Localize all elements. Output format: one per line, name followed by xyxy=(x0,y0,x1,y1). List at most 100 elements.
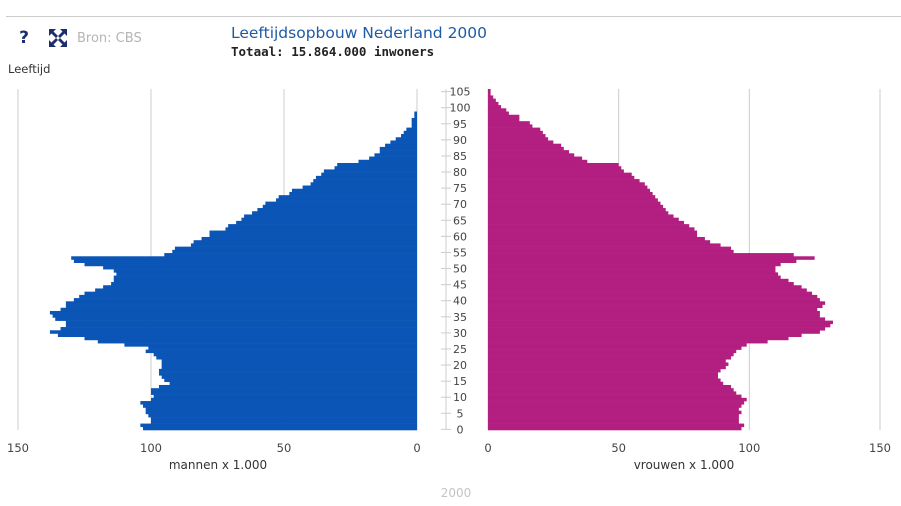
men-bar xyxy=(145,410,417,415)
men-bar xyxy=(140,401,418,405)
women-bar xyxy=(488,336,789,341)
women-bar xyxy=(488,246,732,251)
men-bar xyxy=(65,304,417,309)
men-bar xyxy=(390,140,417,144)
women-x-tick-label: 150 xyxy=(869,441,891,455)
women-bar xyxy=(488,130,543,135)
women-bar xyxy=(488,269,776,273)
men-x-tick-label: 50 xyxy=(277,441,292,455)
women-bar xyxy=(488,339,768,344)
men-bar xyxy=(337,162,417,167)
men-bar xyxy=(111,282,417,286)
age-tick-label: 45 xyxy=(453,279,467,292)
women-bar xyxy=(488,114,520,119)
age-tick-label: 80 xyxy=(453,166,467,179)
women-bar xyxy=(488,236,705,241)
men-bar xyxy=(374,153,417,157)
men-bar xyxy=(379,150,417,154)
women-bar xyxy=(488,349,737,354)
men-bar xyxy=(201,236,417,241)
women-bar xyxy=(488,352,734,357)
men-bar xyxy=(97,339,418,344)
women-bar xyxy=(488,413,739,418)
women-bar xyxy=(488,92,491,96)
women-bar xyxy=(488,265,776,270)
women-bar xyxy=(488,368,721,373)
women-bar xyxy=(488,407,739,411)
men-bar xyxy=(257,208,417,212)
women-bar xyxy=(488,410,742,415)
women-bar xyxy=(488,298,820,302)
women-bar xyxy=(488,356,732,360)
men-bar xyxy=(151,391,417,395)
age-tick-label: 60 xyxy=(453,230,467,243)
help-button[interactable]: ? xyxy=(19,28,29,48)
men-bar xyxy=(161,359,417,363)
women-bar xyxy=(488,327,826,331)
women-bar xyxy=(488,420,739,424)
men-bar xyxy=(84,262,417,267)
women-bar xyxy=(488,317,826,321)
period-label: 2000 xyxy=(440,486,472,500)
women-bar xyxy=(488,175,635,180)
age-tick-label: 105 xyxy=(450,86,471,99)
women-bar xyxy=(488,375,718,379)
men-bar xyxy=(411,117,417,122)
age-tick-label: 25 xyxy=(453,343,467,356)
men-x-tick-label: 150 xyxy=(7,441,29,455)
women-bar xyxy=(488,121,530,125)
women-bar xyxy=(488,272,779,276)
women-bar xyxy=(488,323,831,328)
women-bar xyxy=(488,333,802,338)
women-bar xyxy=(488,182,645,186)
women-bar xyxy=(488,391,737,395)
women-bar xyxy=(488,166,622,170)
women-bar xyxy=(488,124,533,128)
women-x-tick-label: 100 xyxy=(738,441,760,455)
men-bar xyxy=(140,423,418,428)
men-bar xyxy=(403,130,417,135)
men-bar xyxy=(95,288,417,292)
women-bar xyxy=(488,330,820,334)
women-bar xyxy=(488,253,794,257)
men-bar xyxy=(369,156,417,161)
women-bar xyxy=(488,256,815,260)
women-bar xyxy=(488,156,583,161)
men-bar xyxy=(225,227,417,231)
fullscreen-button[interactable] xyxy=(48,28,68,48)
men-bar xyxy=(262,204,417,209)
women-bar xyxy=(488,301,826,305)
women-bar xyxy=(488,98,496,103)
men-bar xyxy=(73,298,418,302)
women-bar xyxy=(488,304,823,309)
women-bar xyxy=(488,208,666,212)
women-bar xyxy=(488,89,491,93)
age-tick-label: 40 xyxy=(453,295,467,308)
men-bar xyxy=(244,214,417,218)
women-bar xyxy=(488,282,794,286)
women-bar xyxy=(488,185,648,190)
men-bar xyxy=(57,333,418,338)
men-bar xyxy=(193,240,417,244)
women-bar xyxy=(488,198,658,202)
men-bar xyxy=(358,159,417,164)
age-tick-label: 35 xyxy=(453,311,467,324)
men-bar xyxy=(209,230,417,235)
women-bar xyxy=(488,384,732,389)
women-bar xyxy=(488,143,562,148)
men-bar xyxy=(113,269,417,273)
men-bar xyxy=(228,224,417,228)
women-bar xyxy=(488,137,549,141)
women-bar xyxy=(488,240,711,244)
women-bar xyxy=(488,307,818,312)
age-tick-label: 0 xyxy=(457,423,464,436)
men-bar xyxy=(116,272,418,276)
women-bar xyxy=(488,111,509,116)
women-bar xyxy=(488,320,833,325)
men-bar xyxy=(143,426,417,431)
men-bar xyxy=(414,111,417,116)
women-bar xyxy=(488,162,619,167)
women-x-tick-label: 50 xyxy=(611,441,626,455)
men-bar xyxy=(276,198,417,202)
